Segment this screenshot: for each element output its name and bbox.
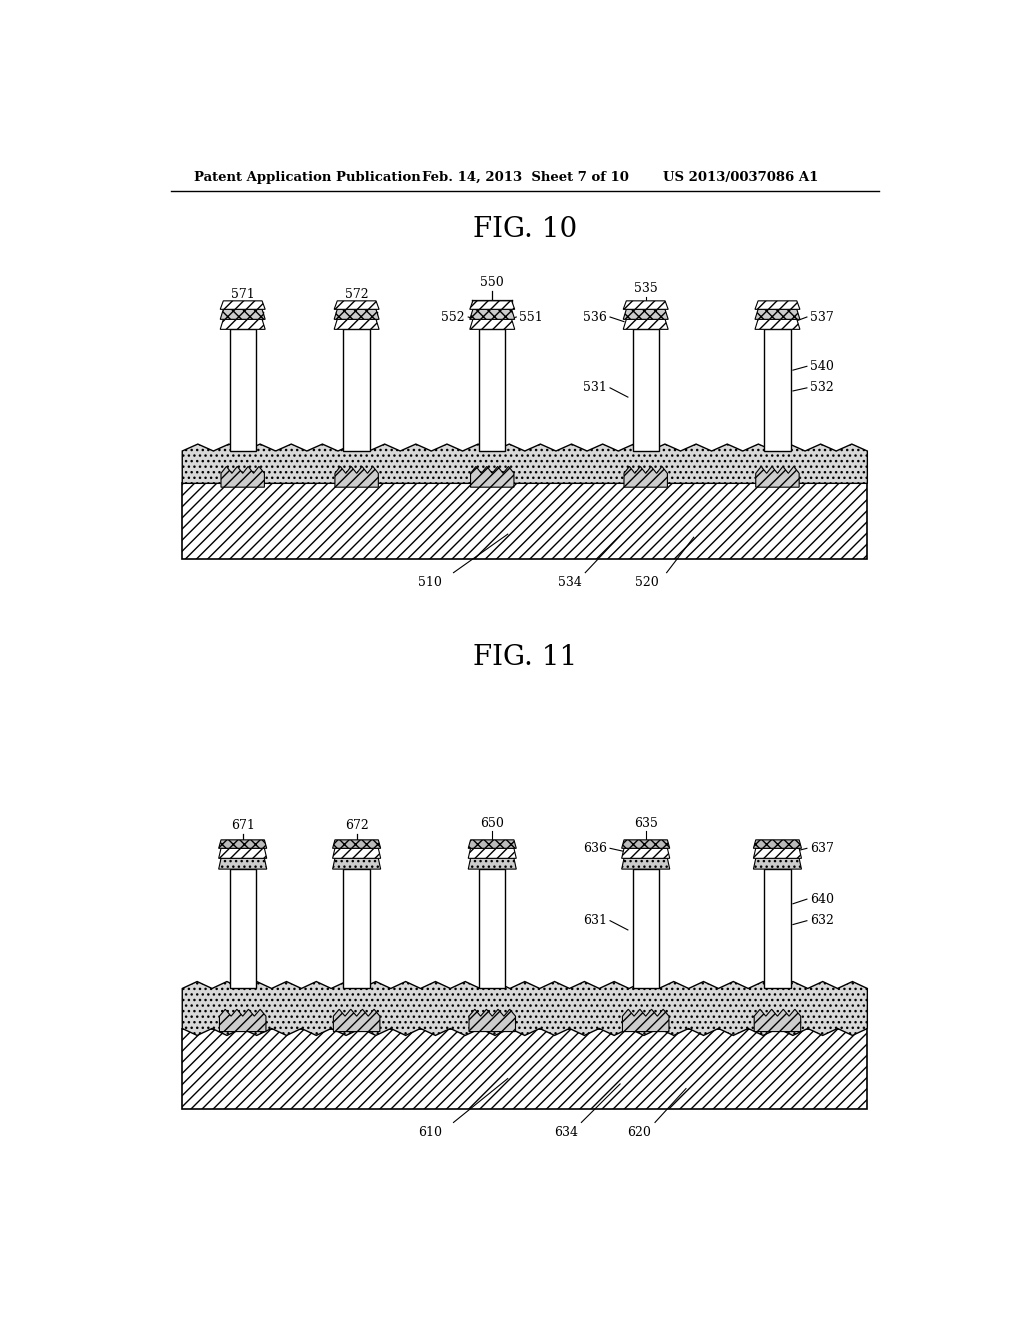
Text: 510: 510 xyxy=(419,576,442,589)
Text: Feb. 14, 2013  Sheet 7 of 10: Feb. 14, 2013 Sheet 7 of 10 xyxy=(423,172,630,185)
Text: 636: 636 xyxy=(583,842,607,855)
Text: Patent Application Publication: Patent Application Publication xyxy=(194,172,421,185)
Text: 572: 572 xyxy=(345,288,369,301)
Text: 634: 634 xyxy=(554,1126,578,1139)
Polygon shape xyxy=(471,466,514,487)
Polygon shape xyxy=(333,849,381,858)
Polygon shape xyxy=(624,319,669,330)
Polygon shape xyxy=(754,858,802,869)
Polygon shape xyxy=(468,858,516,869)
Text: 610: 610 xyxy=(418,1126,442,1139)
Bar xyxy=(229,330,256,451)
Polygon shape xyxy=(220,309,265,319)
Bar xyxy=(229,869,256,989)
Polygon shape xyxy=(622,849,670,858)
Polygon shape xyxy=(219,858,266,869)
Text: 535: 535 xyxy=(634,282,657,296)
Bar xyxy=(182,1028,867,1109)
Polygon shape xyxy=(755,309,800,319)
Text: 540: 540 xyxy=(810,360,834,372)
Polygon shape xyxy=(755,1010,801,1032)
Text: 640: 640 xyxy=(810,892,834,906)
Polygon shape xyxy=(333,840,381,849)
Polygon shape xyxy=(334,1010,380,1032)
Text: FIG. 11: FIG. 11 xyxy=(473,644,577,671)
Bar xyxy=(343,869,370,989)
Bar xyxy=(479,330,506,451)
Text: 620: 620 xyxy=(628,1126,651,1139)
Text: 552: 552 xyxy=(441,310,465,323)
Bar xyxy=(479,869,506,989)
Text: 672: 672 xyxy=(345,820,369,832)
Text: 631: 631 xyxy=(583,915,607,927)
Polygon shape xyxy=(470,301,515,309)
Bar xyxy=(633,869,658,989)
Polygon shape xyxy=(219,840,266,849)
Polygon shape xyxy=(333,858,381,869)
Text: 537: 537 xyxy=(810,310,834,323)
Polygon shape xyxy=(182,444,867,483)
Polygon shape xyxy=(622,840,670,849)
Polygon shape xyxy=(624,466,668,487)
Polygon shape xyxy=(221,466,264,487)
Text: 536: 536 xyxy=(583,310,607,323)
Polygon shape xyxy=(470,319,515,330)
Polygon shape xyxy=(469,1010,515,1032)
Polygon shape xyxy=(622,858,670,869)
Text: US 2013/0037086 A1: US 2013/0037086 A1 xyxy=(663,172,818,185)
Polygon shape xyxy=(334,301,379,309)
Text: 520: 520 xyxy=(635,576,659,589)
Text: 637: 637 xyxy=(810,842,834,855)
Polygon shape xyxy=(335,466,378,487)
Text: 534: 534 xyxy=(558,576,582,589)
Bar xyxy=(764,330,791,451)
Polygon shape xyxy=(756,466,799,487)
Text: 650: 650 xyxy=(480,817,504,830)
Text: FIG. 10: FIG. 10 xyxy=(473,215,577,243)
Polygon shape xyxy=(755,319,800,330)
Polygon shape xyxy=(755,301,800,309)
Polygon shape xyxy=(219,1010,266,1032)
Text: 632: 632 xyxy=(810,915,834,927)
Text: 550: 550 xyxy=(480,276,504,289)
Polygon shape xyxy=(220,301,265,309)
Polygon shape xyxy=(182,982,867,1035)
Polygon shape xyxy=(624,309,669,319)
Text: 571: 571 xyxy=(230,288,255,301)
Polygon shape xyxy=(468,840,516,849)
Text: 635: 635 xyxy=(634,817,657,830)
Bar xyxy=(764,869,791,989)
Bar xyxy=(182,483,867,558)
Text: 671: 671 xyxy=(230,820,255,832)
Bar xyxy=(343,330,370,451)
Text: 531: 531 xyxy=(583,381,607,395)
Polygon shape xyxy=(623,1010,669,1032)
Polygon shape xyxy=(219,849,266,858)
Polygon shape xyxy=(334,319,379,330)
Text: 551: 551 xyxy=(519,310,543,323)
Polygon shape xyxy=(334,309,379,319)
Polygon shape xyxy=(220,319,265,330)
Polygon shape xyxy=(470,309,515,319)
Text: 532: 532 xyxy=(810,381,834,395)
Polygon shape xyxy=(754,849,802,858)
Polygon shape xyxy=(468,849,516,858)
Polygon shape xyxy=(624,301,669,309)
Bar xyxy=(633,330,658,451)
Polygon shape xyxy=(754,840,802,849)
